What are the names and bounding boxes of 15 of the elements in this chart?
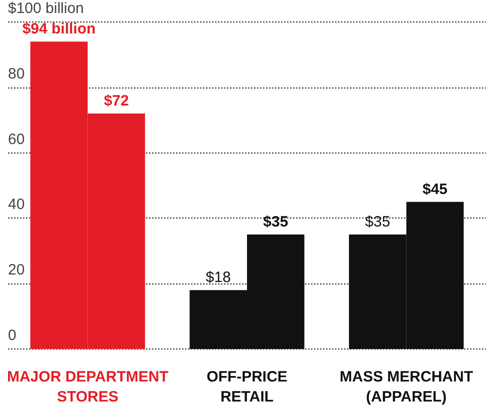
y-tick-label: 80 [8,65,25,82]
y-tick-label: $100 billion [8,0,84,17]
data-label: $35 [263,214,288,231]
x-tick-label: OFF-PRICE RETAIL [206,368,288,406]
y-tick-label: 40 [8,196,25,214]
y-tick-label: 20 [8,262,25,279]
x-tick-label: MASS MERCHANT (APPAREL) [340,368,474,406]
data-label: $45 [422,180,448,198]
data-label: $72 [104,92,129,110]
x-tick-label: MAJOR DEPARTMENT STORES [6,368,168,406]
data-label: $94 billion [22,20,96,38]
data-label: $18 [206,269,231,286]
data-label: $35 [365,214,390,231]
y-tick-label: 60 [8,130,25,148]
y-tick-label: 0 [8,327,16,344]
